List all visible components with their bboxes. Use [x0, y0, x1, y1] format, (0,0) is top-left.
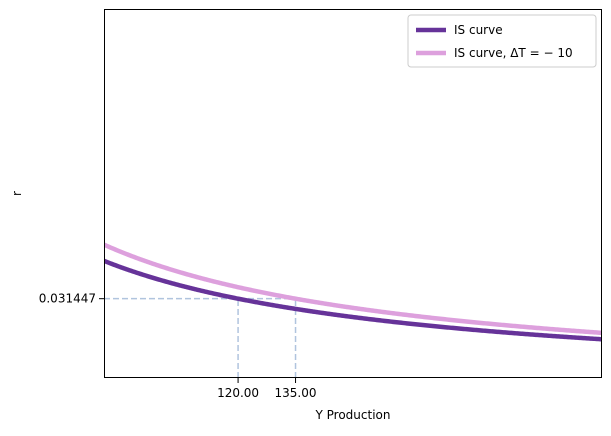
x-tick-label: 120.00: [217, 386, 259, 400]
x-tick-label: 135.00: [275, 386, 317, 400]
legend-box: [407, 14, 597, 68]
legend-label-1: IS curve, ΔT = − 10: [454, 46, 573, 60]
legend-label-0: IS curve: [454, 23, 503, 37]
series-lines: [104, 242, 602, 342]
series-line-1: [104, 242, 602, 336]
axis-ticks: 120.00 135.00 0.031447: [39, 292, 317, 400]
y-axis-label: r: [10, 191, 24, 196]
y-tick-label: 0.031447: [39, 292, 96, 306]
reference-lines: [104, 297, 297, 378]
legend: IS curve IS curve, ΔT = − 10: [407, 14, 597, 68]
x-axis-label: Y Production: [315, 408, 391, 422]
series-line-0: [104, 258, 602, 342]
plot-area-frame: [104, 9, 602, 378]
